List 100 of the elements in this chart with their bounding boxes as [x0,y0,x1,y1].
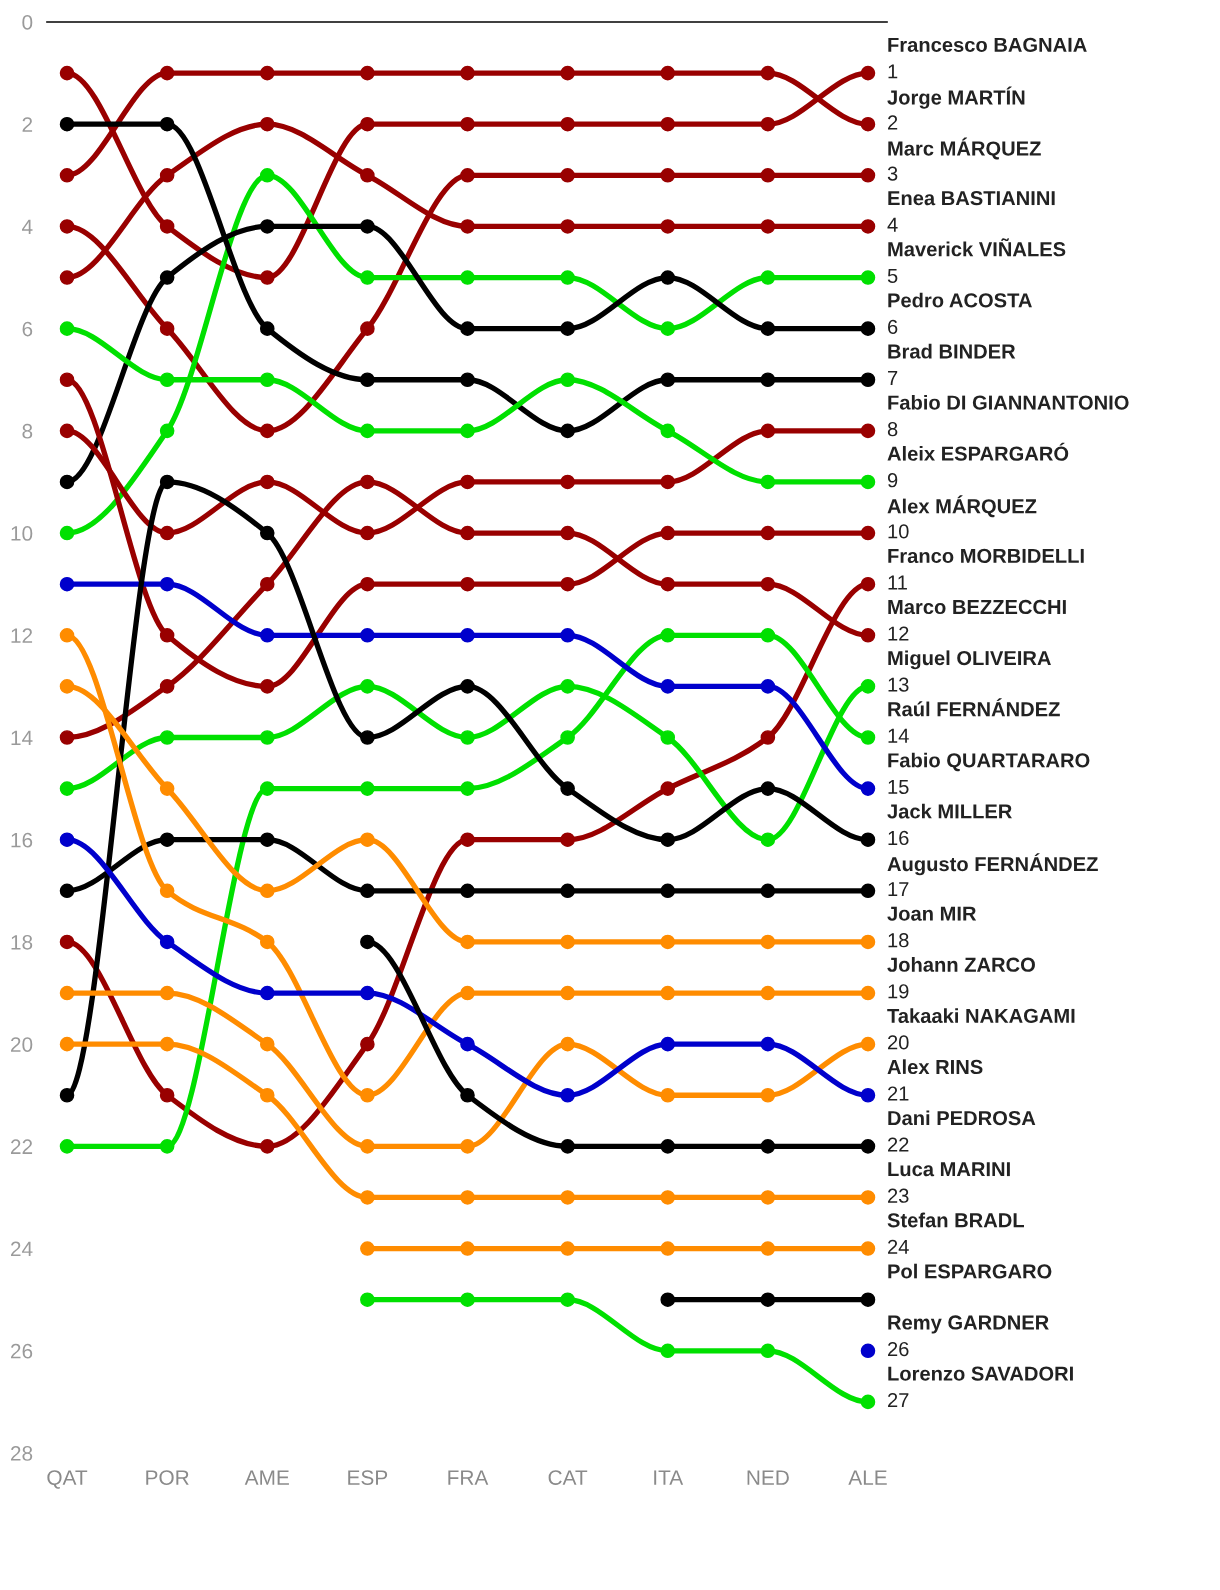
point [760,168,776,183]
point [860,985,876,1001]
point [760,1139,776,1154]
point [660,474,676,490]
series-label: Marc MÁRQUEZ [888,137,1041,160]
point [259,219,275,234]
x-tick-label: AME [244,1470,289,1485]
y-tick-label: 4 [22,219,33,234]
point [660,679,676,694]
point [460,168,475,183]
point [259,832,275,848]
point [360,270,375,285]
point [460,883,475,899]
point [360,1292,375,1307]
point [660,116,676,132]
point [760,1343,776,1359]
point [59,474,75,490]
x-tick-label: ITA [654,1470,684,1485]
y-tick-label: 18 [11,934,33,950]
point [760,65,776,81]
data-label: 22 [888,1137,909,1152]
point [460,1292,475,1307]
point [560,270,575,285]
point [460,372,475,388]
series-label: Jorge MARTÍN [887,86,1025,109]
point [259,474,275,490]
point [59,679,75,694]
point [360,1241,375,1256]
series-label: Miguel OLIVEIRA [888,650,1051,670]
point [560,781,575,796]
point [660,576,676,592]
data-label: 12 [888,626,909,641]
data-label: 8 [887,422,898,437]
point [760,576,776,592]
x-tick-label: FRA [448,1470,489,1485]
point [59,1036,75,1052]
point [460,1190,475,1205]
point [860,168,876,183]
point [760,832,776,848]
point [460,65,475,81]
point [59,168,75,183]
point [560,525,575,541]
point [860,1343,876,1359]
series-label: Joan MIR [887,906,977,921]
point [860,576,876,592]
point [360,372,375,388]
series-label: Francesco BAGNAIA [888,37,1087,52]
point [560,934,575,950]
point [560,219,575,234]
data-label: 2 [888,115,898,130]
point [460,1087,475,1103]
point [760,372,776,388]
point [360,1087,375,1103]
point [159,576,175,592]
point [259,883,275,899]
point [560,576,575,592]
point [760,270,776,285]
data-label: 16 [888,830,909,846]
point [660,1241,676,1256]
point [360,423,375,439]
data-label: 4 [887,217,898,232]
point [159,832,175,848]
point [860,1087,876,1103]
point [259,168,275,183]
point [259,270,275,285]
series-label: Jack MILLER [887,803,1012,819]
series-label: Takaaki NAKAGAMI [887,1008,1075,1023]
data-label: 27 [888,1393,909,1408]
point [560,985,575,1001]
series-label: Augusto FERNÁNDEZ [887,853,1098,876]
data-label: 13 [888,677,909,692]
point [660,321,676,336]
point [259,934,275,950]
point [259,525,275,541]
point [259,985,275,1001]
point [460,730,475,745]
point [560,423,575,439]
point [760,1087,776,1103]
point [59,781,75,796]
point [560,883,575,899]
point [159,525,175,541]
y-tick-label: 0 [22,15,33,30]
point [460,321,475,336]
point [259,321,275,336]
point [660,168,676,183]
data-label: 20 [888,1035,909,1050]
point [860,1241,876,1256]
point [59,219,75,234]
point [460,832,475,848]
point [560,832,575,848]
point [360,116,375,132]
y-tick-label: 22 [10,1139,33,1154]
point [259,730,275,745]
series-label: Raúl FERNÁNDEZ [888,698,1060,717]
point [860,627,876,643]
point [460,679,475,694]
point [860,1394,876,1410]
series-label: Remy GARDNER [888,1315,1049,1334]
point [660,781,676,796]
point [760,627,776,643]
